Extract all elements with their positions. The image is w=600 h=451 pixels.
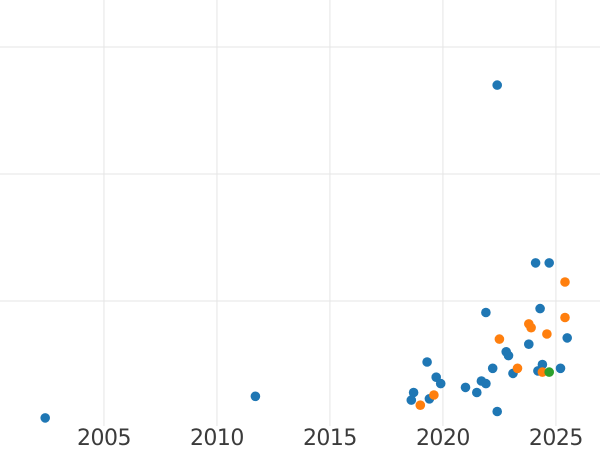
data-point (460, 382, 471, 393)
data-point (408, 387, 419, 398)
data-point (524, 339, 534, 350)
data-point (472, 387, 482, 398)
data-point (492, 80, 503, 90)
data-point (535, 303, 545, 314)
data-point (503, 350, 514, 361)
data-point (530, 258, 541, 268)
horizontal-gridlines (0, 46, 600, 302)
data-point (544, 367, 554, 377)
data-point (494, 334, 505, 344)
data-point (492, 406, 503, 417)
series-green (544, 367, 554, 377)
data-point (435, 378, 446, 389)
data-point (542, 329, 552, 339)
series-blue (40, 80, 572, 423)
data-point (415, 400, 426, 411)
data-point (429, 390, 439, 400)
data-point (487, 363, 498, 374)
data-point (481, 378, 491, 389)
data-point (250, 391, 261, 402)
x-tick-label-2010: 2010 (189, 426, 245, 451)
x-tick-label-2025: 2025 (528, 426, 584, 451)
data-point (406, 395, 417, 405)
data-point (537, 367, 548, 377)
data-point (555, 363, 566, 374)
data-point (560, 312, 570, 323)
x-tick-label-2020: 2020 (415, 426, 471, 451)
data-point (512, 363, 523, 374)
x-tick-label-2005: 2005 (76, 426, 132, 451)
data-point (544, 258, 554, 268)
x-tick-label-2015: 2015 (302, 426, 358, 451)
scatter-plot (0, 0, 600, 426)
data-point (40, 413, 50, 423)
data-point (526, 322, 536, 333)
data-point (562, 333, 572, 343)
series-orange (415, 277, 570, 411)
vertical-gridlines (103, 0, 557, 426)
data-point (560, 277, 570, 287)
data-point (422, 357, 432, 367)
data-points (40, 80, 572, 423)
data-point (481, 307, 491, 318)
